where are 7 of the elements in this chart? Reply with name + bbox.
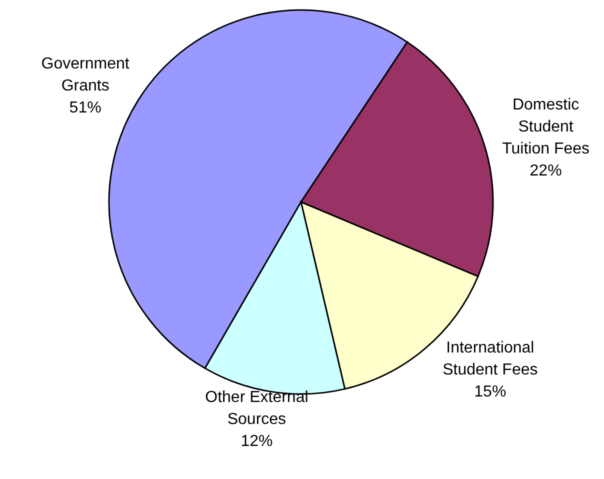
data-label: 15% — [474, 383, 506, 400]
slice-label: International Student Fees — [442, 339, 538, 378]
slice-label: Domestic Student Tuition Fees — [502, 96, 590, 158]
data-label: 22% — [530, 162, 562, 180]
data-label: 51% — [69, 99, 102, 116]
data-label: 12% — [240, 432, 273, 450]
slice-label: Government Grants — [41, 55, 130, 94]
